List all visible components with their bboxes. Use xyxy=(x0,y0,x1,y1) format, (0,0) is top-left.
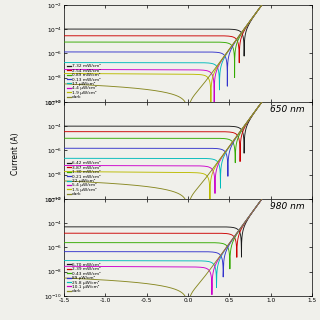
Text: 980 nm: 980 nm xyxy=(270,202,305,211)
Legend: 7.32 mW/cm², 2.54 mW/cm², 0.89 mW/cm², 0.13 mW/cm², 17 μW/cm², 4.4 μW/cm², 1.9 μ: 7.32 mW/cm², 2.54 mW/cm², 0.89 mW/cm², 0… xyxy=(66,64,102,100)
Legend: 6.42 mW/cm², 3.87 mW/cm², 1.30 mW/cm², 0.21 mW/cm², 22 μW/cm², 5.4 μW/cm², 1.5 μ: 6.42 mW/cm², 3.87 mW/cm², 1.30 mW/cm², 0… xyxy=(66,161,101,197)
Text: Current (A): Current (A) xyxy=(11,132,20,175)
Text: 650 nm: 650 nm xyxy=(270,105,305,114)
Legend: 6.70 mW/cm², 2.39 mW/cm², 0.43 mW/cm², 89 μW/cm², 25.8 μW/cm², 10.1 μW/cm², dark: 6.70 mW/cm², 2.39 mW/cm², 0.43 mW/cm², 8… xyxy=(66,262,101,294)
